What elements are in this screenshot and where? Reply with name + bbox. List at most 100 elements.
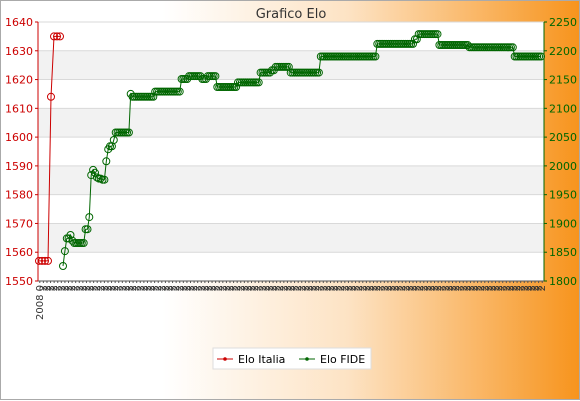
chart-title: Grafico Elo — [256, 7, 327, 22]
x-tick-label: 2 — [369, 285, 380, 291]
x-tick-label: 2 — [455, 285, 466, 291]
x-tick-label: 2 — [426, 285, 437, 291]
x-tick-label: 2 — [182, 285, 193, 291]
data-point-elo-italia — [47, 92, 55, 101]
data-point-elo-italia — [35, 256, 43, 265]
x-tick-label: 2 — [498, 285, 509, 291]
x-tick-label: 2 — [404, 285, 415, 291]
left-tick-label: 1610 — [5, 102, 33, 115]
left-tick-label: 1570 — [5, 217, 33, 230]
right-tick-label: 2100 — [549, 102, 577, 115]
plot-band — [38, 194, 544, 224]
x-tick-label: 2 — [376, 285, 387, 291]
data-point-elo-fide — [284, 62, 293, 71]
x-tick-label: 2 — [412, 285, 423, 291]
x-tick-label: 2 — [465, 285, 476, 291]
left-tick-label: 1560 — [5, 246, 33, 259]
plot-band — [38, 79, 544, 109]
x-tick-label: 2 — [530, 285, 541, 291]
left-tick-label: 1550 — [5, 275, 33, 288]
data-point-elo-fide — [412, 35, 421, 44]
x-tick-label: 2 — [257, 285, 268, 291]
x-tick-label: 2 — [343, 285, 354, 291]
x-tick-label: 2 — [236, 285, 247, 291]
x-tick-label: 2 — [171, 285, 182, 291]
x-tick-label: 2 — [135, 285, 146, 291]
plot-band — [38, 50, 544, 80]
plot-band — [38, 137, 544, 166]
x-tick-label: 2 — [537, 285, 548, 291]
right-tick-label: 2000 — [549, 160, 577, 173]
data-point-elo-fide — [508, 43, 517, 52]
right-axis-ticks: 1800 1850 1900 1950 2000 2050 2100 2150 2200 2250 — [544, 16, 577, 288]
x-tick-label: 2 — [473, 285, 484, 291]
x-tick-label: 2 — [99, 285, 110, 291]
x-tick-label: 2 — [178, 285, 189, 291]
data-point-elo-italia — [56, 32, 64, 41]
data-point-elo-fide — [96, 174, 105, 183]
x-tick-label: 2 — [186, 285, 197, 291]
x-tick-label: 2 — [315, 285, 326, 291]
x-tick-label: 2 — [125, 285, 136, 291]
x-tick-label: 2 — [361, 285, 372, 291]
x-tick-label: 2 — [128, 285, 139, 291]
x-tick-label: 2 — [193, 285, 204, 291]
x-tick-label: 2 — [53, 285, 64, 291]
x-tick-label: 2 — [229, 285, 240, 291]
x-tick-label: 2 — [512, 285, 523, 291]
legend-box — [212, 347, 372, 370]
right-tick-label: 1800 — [549, 275, 577, 288]
x-tick-label: 2 — [168, 285, 179, 291]
data-point-elo-fide — [83, 225, 92, 234]
x-tick-label: 2 — [132, 285, 143, 291]
x-tick-label: 2 — [440, 285, 451, 291]
x-tick-label: 2 — [351, 285, 362, 291]
x-tick-label: 2 — [415, 285, 426, 291]
x-tick-label: 2 — [379, 285, 390, 291]
x-tick-label: 2 — [401, 285, 412, 291]
x-tick-label: 2 — [157, 285, 168, 291]
x-tick-label: 2 — [300, 285, 311, 291]
x-tick-label: 2 — [325, 285, 336, 291]
x-tick-label: 2 — [103, 285, 114, 291]
x-tick-label: 2 — [232, 285, 243, 291]
data-point-elo-fide — [149, 92, 158, 101]
data-point-elo-fide — [92, 173, 101, 182]
grid-lines — [38, 21, 544, 282]
x-tick-label: 2 — [282, 285, 293, 291]
x-tick-label: 2 — [480, 285, 491, 291]
x-tick-label: 2 — [519, 285, 530, 291]
x-tick-label: 2 — [96, 285, 107, 291]
x-tick-label: 2 — [308, 285, 319, 291]
legend-marker-elo-italia — [223, 357, 227, 361]
x-tick-label: 2 — [49, 285, 60, 291]
x-tick-label: 2 — [293, 285, 304, 291]
plot-background — [38, 22, 544, 281]
x-tick-label: 2 — [139, 285, 150, 291]
x-tick-label: 2 — [365, 285, 376, 291]
x-tick-label: 2 — [60, 285, 71, 291]
x-tick-label: 2 — [322, 285, 333, 291]
x-tick-label: 2 — [254, 285, 265, 291]
right-tick-label: 2150 — [549, 74, 577, 87]
x-tick-label: 2 — [458, 285, 469, 291]
data-point-elo-fide — [59, 262, 67, 270]
plot-band — [38, 252, 544, 281]
x-tick-label: 2 — [71, 285, 82, 291]
left-tick-label: 1620 — [5, 74, 33, 87]
x-tick-label: 2 — [275, 285, 286, 291]
x-tick-label: 2 — [494, 285, 505, 291]
x-tick-label: 2 — [354, 285, 365, 291]
x-tick-label: 2 — [286, 285, 297, 291]
right-tick-label: 2050 — [549, 131, 577, 144]
x-tick-label: 2 — [175, 285, 186, 291]
x-tick-label: 2 — [422, 285, 433, 291]
x-tick-label: 2 — [279, 285, 290, 291]
x-tick-label: 2 — [419, 285, 430, 291]
x-tick-label: 2 — [386, 285, 397, 291]
left-tick-label: 1580 — [5, 189, 33, 202]
data-point-elo-italia — [44, 256, 52, 265]
x-tick-label: 2 — [264, 285, 275, 291]
x-tick-label: 2 — [218, 285, 229, 291]
